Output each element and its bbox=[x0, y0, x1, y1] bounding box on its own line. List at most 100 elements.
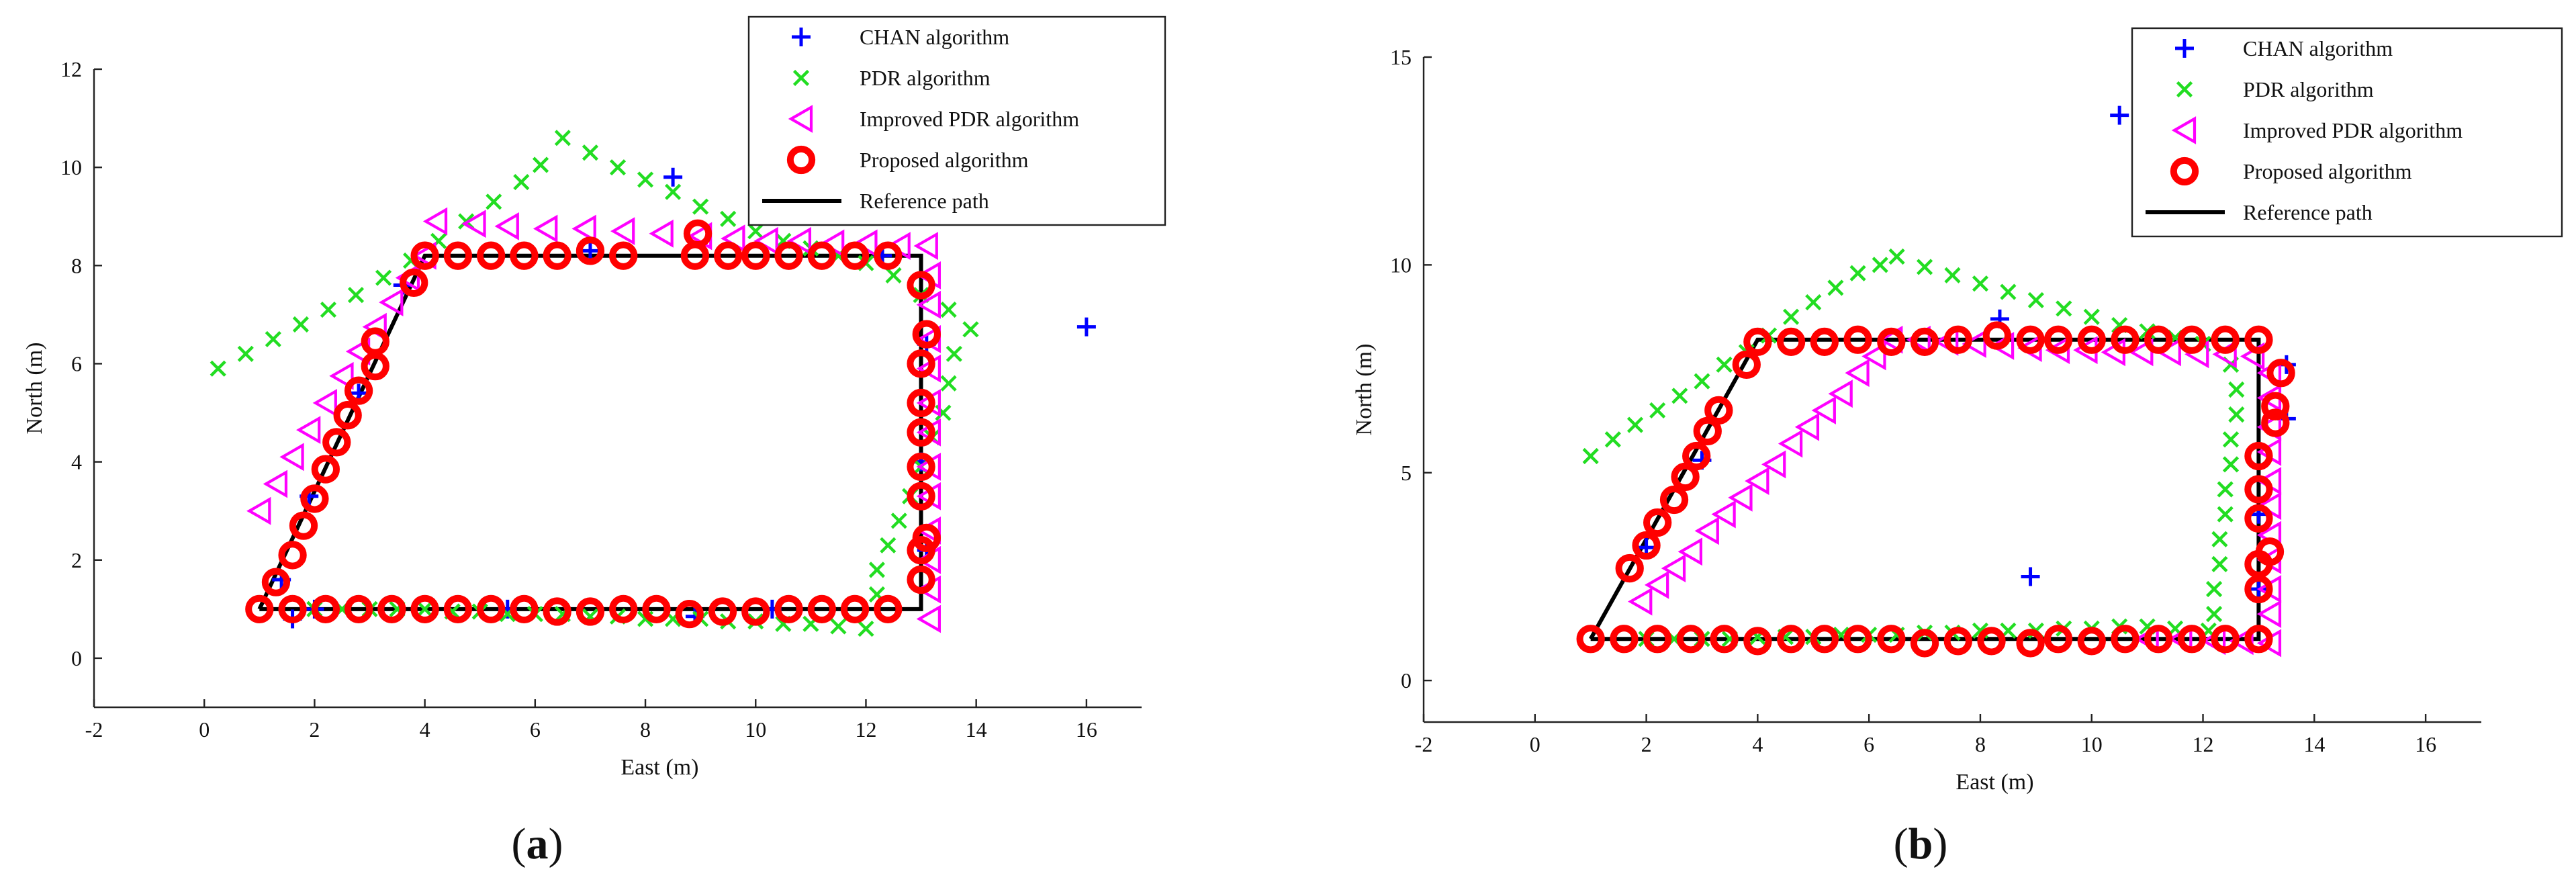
data-point bbox=[708, 597, 737, 626]
data-point bbox=[279, 443, 304, 472]
data-point bbox=[1872, 257, 1888, 273]
data-point bbox=[913, 232, 938, 260]
data-point bbox=[410, 241, 439, 270]
legend-marker-icon bbox=[2175, 39, 2194, 58]
legend-marker-icon bbox=[788, 105, 813, 133]
x-tick-label: 10 bbox=[2081, 732, 2103, 756]
data-point bbox=[1745, 467, 1769, 496]
x-tick-label: 8 bbox=[1975, 732, 1986, 756]
y-tick-label: 10 bbox=[1390, 253, 1412, 277]
data-point bbox=[1743, 627, 1772, 656]
data-point bbox=[2222, 456, 2240, 473]
data-point bbox=[2027, 292, 2044, 309]
data-point bbox=[916, 290, 941, 319]
data-point bbox=[543, 241, 571, 270]
data-point bbox=[1783, 308, 1800, 325]
data-point bbox=[1910, 629, 1939, 658]
data-point bbox=[609, 241, 638, 270]
series-improved-pdr-algorithm bbox=[1628, 325, 2282, 658]
data-point bbox=[1776, 625, 1806, 654]
data-point bbox=[1910, 327, 1939, 356]
data-point bbox=[774, 241, 803, 270]
data-point bbox=[885, 267, 902, 284]
data-point bbox=[858, 620, 874, 637]
data-point bbox=[1845, 359, 1870, 388]
data-point bbox=[1693, 416, 1722, 446]
legend-box bbox=[747, 15, 1166, 226]
data-point bbox=[1811, 396, 1836, 425]
data-point bbox=[2256, 600, 2282, 629]
series-pdr-algorithm bbox=[1582, 248, 2245, 648]
data-point bbox=[2083, 308, 2100, 325]
data-point bbox=[1576, 625, 1605, 654]
legend-entry-label: Improved PDR algorithm bbox=[2243, 118, 2463, 142]
data-point bbox=[361, 327, 389, 356]
data-point bbox=[1659, 485, 1689, 515]
legend-entry-label: PDR algorithm bbox=[2243, 77, 2374, 101]
y-tick-label: 0 bbox=[1401, 668, 1412, 693]
data-point bbox=[1810, 327, 1839, 356]
data-point bbox=[692, 198, 709, 215]
data-point bbox=[289, 511, 318, 540]
data-point bbox=[1849, 265, 1866, 281]
legend-entry-label: Improved PDR algorithm bbox=[860, 107, 1079, 131]
caption-letter: b bbox=[1908, 819, 1933, 868]
data-point bbox=[2206, 606, 2223, 623]
data-point bbox=[1626, 416, 1644, 433]
data-point bbox=[1728, 483, 1753, 512]
data-point bbox=[312, 389, 337, 417]
data-point bbox=[2077, 627, 2106, 656]
data-point bbox=[720, 210, 737, 227]
data-point bbox=[2229, 627, 2254, 656]
x-tick-label: 4 bbox=[1752, 732, 1763, 756]
data-point bbox=[1644, 570, 1669, 599]
data-point bbox=[422, 207, 448, 236]
legend: CHAN algorithm PDR algorithm Improved PDR … bbox=[747, 15, 1166, 226]
data-point bbox=[311, 594, 340, 623]
x-axis-label: East (m) bbox=[1956, 770, 2033, 795]
data-point bbox=[1710, 625, 1739, 654]
data-point bbox=[890, 512, 907, 529]
data-point bbox=[1810, 625, 1839, 654]
data-point bbox=[1643, 508, 1672, 537]
x-axis-label: East (m) bbox=[620, 755, 698, 780]
data-point bbox=[665, 183, 682, 200]
data-point bbox=[675, 600, 704, 629]
data-point bbox=[907, 482, 935, 510]
data-point bbox=[2228, 381, 2245, 398]
legend-marker-icon bbox=[792, 69, 810, 87]
x-tick-label: 2 bbox=[1641, 732, 1652, 756]
data-point bbox=[278, 541, 307, 570]
caption-letter: a bbox=[526, 819, 549, 868]
x-tick-label: 16 bbox=[1076, 717, 1097, 742]
legend-marker-icon bbox=[2176, 81, 2193, 98]
data-point bbox=[1711, 500, 1736, 529]
data-point bbox=[940, 301, 957, 318]
caption-close: ) bbox=[549, 819, 563, 868]
data-point bbox=[1843, 625, 1872, 654]
x-tick-label: 10 bbox=[745, 717, 766, 742]
data-point bbox=[609, 594, 638, 623]
data-point bbox=[1877, 327, 1906, 356]
data-point bbox=[1677, 537, 1702, 566]
data-point bbox=[946, 345, 962, 362]
panel-caption: (b) bbox=[1894, 819, 1948, 868]
data-point bbox=[1632, 531, 1661, 560]
data-point bbox=[1794, 412, 1820, 441]
data-point bbox=[807, 594, 836, 623]
data-point bbox=[311, 455, 340, 484]
data-point bbox=[1628, 587, 1653, 616]
reference-path-line bbox=[257, 253, 923, 611]
data-point bbox=[807, 241, 836, 270]
data-point bbox=[2244, 441, 2273, 471]
data-point bbox=[2177, 625, 2207, 654]
data-point bbox=[1671, 462, 1700, 492]
data-point bbox=[2244, 574, 2273, 604]
y-tick-label: 12 bbox=[60, 57, 82, 81]
data-point bbox=[533, 214, 558, 243]
data-point bbox=[1843, 325, 1872, 354]
series-improved-pdr-algorithm bbox=[246, 207, 941, 633]
x-tick-label: 16 bbox=[2415, 732, 2436, 756]
data-point bbox=[2056, 300, 2072, 317]
